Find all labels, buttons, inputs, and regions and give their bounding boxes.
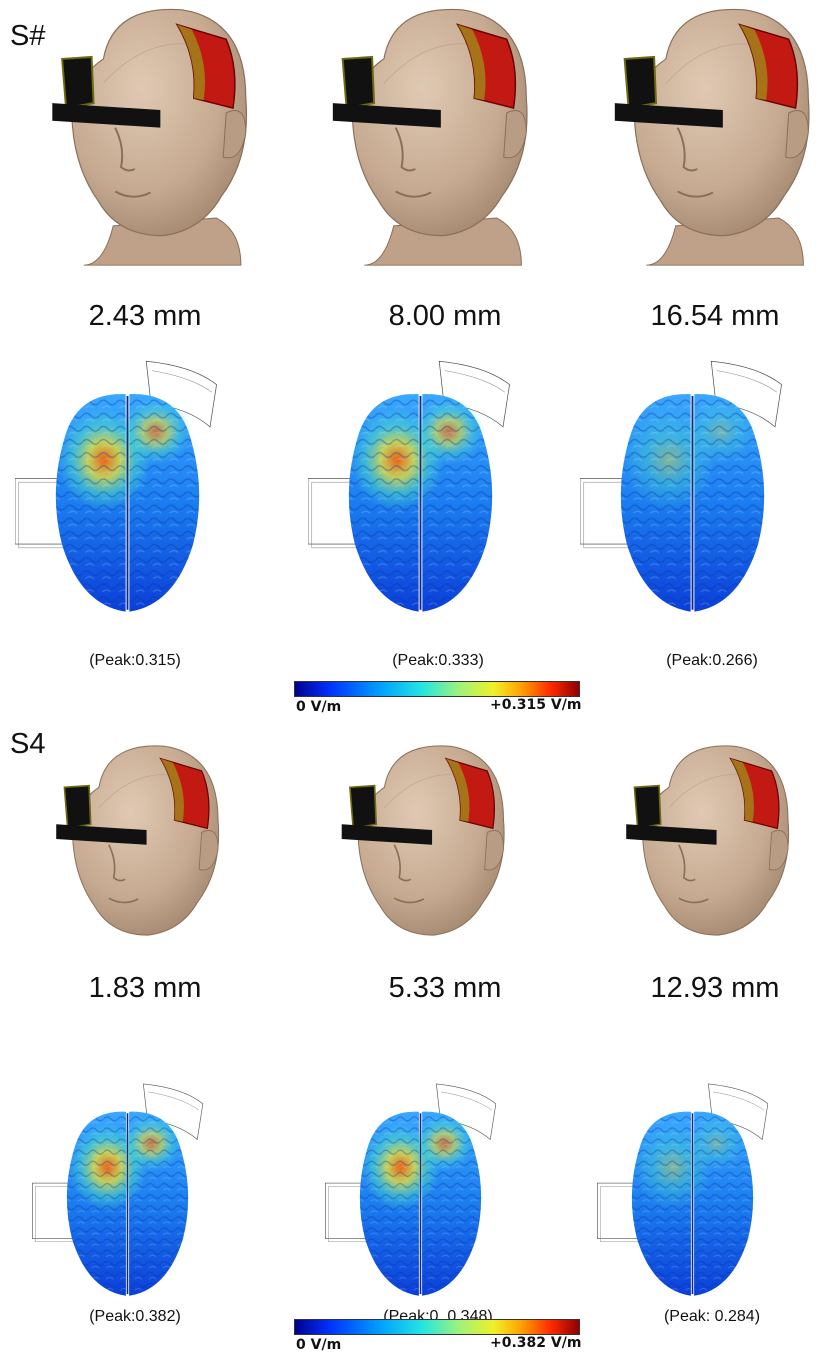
colorbar-min-label: 0 V/m xyxy=(296,699,342,715)
skin-thickness-label: 8.00 mm xyxy=(388,300,502,332)
peak-value-label: (Peak: 0.284) xyxy=(663,1308,761,1325)
head-model xyxy=(52,8,248,266)
head-model xyxy=(56,745,220,936)
brain-field-map xyxy=(580,360,782,612)
skin-thickness-label: 2.43 mm xyxy=(88,300,202,332)
colorbar xyxy=(294,681,580,697)
subject-label: S4 xyxy=(10,728,46,760)
skin-thickness-label: 1.83 mm xyxy=(88,972,202,1004)
colorbar-max-label: +0.315 V/m xyxy=(490,697,582,713)
head-model xyxy=(332,8,528,266)
brain-field-map xyxy=(308,360,510,612)
head-model xyxy=(626,745,790,936)
brain-field-map xyxy=(15,360,217,612)
peak-value-label: (Peak:0.382) xyxy=(89,1308,181,1325)
skin-thickness-label: 5.33 mm xyxy=(388,972,502,1004)
skin-thickness-label: 12.93 mm xyxy=(650,972,780,1004)
subject-label: S# xyxy=(10,20,46,52)
colorbar-min-label: 0 V/m xyxy=(296,1337,342,1353)
head-model xyxy=(341,745,505,936)
brain-field-map xyxy=(32,1083,204,1296)
colorbar xyxy=(294,1319,580,1335)
brain-field-map xyxy=(325,1083,497,1296)
head-model xyxy=(614,8,810,266)
colorbar-max-label: +0.382 V/m xyxy=(490,1335,582,1351)
peak-value-label: (Peak:0.266) xyxy=(666,652,758,669)
peak-value-label: (Peak:0.333) xyxy=(392,652,484,669)
brain-field-map xyxy=(597,1083,769,1296)
skin-thickness-label: 16.54 mm xyxy=(650,300,780,332)
peak-value-label: (Peak:0.315) xyxy=(89,652,181,669)
